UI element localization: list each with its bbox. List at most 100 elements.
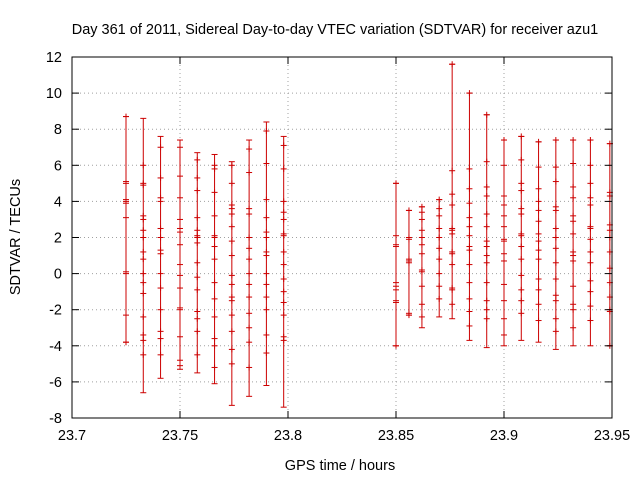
data-point <box>211 212 218 219</box>
data-point <box>466 295 473 302</box>
data-point <box>194 214 201 221</box>
data-point <box>587 277 594 284</box>
data-point <box>535 218 542 225</box>
data-point <box>140 279 147 286</box>
data-point <box>228 360 235 367</box>
data-point <box>280 276 287 283</box>
data-point <box>552 292 559 299</box>
data-point <box>228 297 235 304</box>
data-point <box>263 214 270 221</box>
data-point <box>418 234 425 241</box>
data-point <box>535 276 542 283</box>
data-point <box>552 164 559 171</box>
data-point <box>263 252 270 259</box>
data-point <box>501 223 507 230</box>
y-tick-label: 2 <box>54 231 62 247</box>
data-point <box>552 245 559 252</box>
data-point <box>436 212 443 219</box>
data-point <box>518 286 525 293</box>
x-axis-label: GPS time / hours <box>285 458 395 474</box>
data-point <box>211 364 218 371</box>
data-point <box>140 270 147 277</box>
data-point <box>263 229 270 236</box>
data-point <box>552 276 559 283</box>
data-point <box>552 297 559 304</box>
data-point <box>552 137 559 144</box>
data-point <box>552 225 559 232</box>
data-point <box>466 308 473 315</box>
data-point <box>228 272 235 279</box>
data-point <box>535 138 542 145</box>
data-point <box>157 335 164 342</box>
y-tick-label: 10 <box>46 86 62 102</box>
data-point <box>483 279 490 286</box>
data-point <box>466 214 473 221</box>
data-point <box>280 299 287 306</box>
data-point <box>280 165 287 172</box>
data-point <box>228 252 235 259</box>
data-point <box>194 234 201 241</box>
data-point <box>263 270 270 277</box>
data-point <box>177 173 183 180</box>
data-point <box>570 137 577 144</box>
data-point <box>211 342 218 349</box>
data-point <box>518 180 525 187</box>
data-point <box>194 187 201 194</box>
data-point <box>418 250 425 257</box>
data-point <box>280 232 287 239</box>
data-point <box>587 288 594 295</box>
data-point <box>263 234 270 241</box>
x-tick-label: 23.75 <box>162 428 198 444</box>
data-point <box>483 306 490 313</box>
data-point <box>228 281 235 288</box>
data-point <box>246 270 253 277</box>
data-point <box>280 216 287 223</box>
data-point <box>418 301 425 308</box>
data-point <box>518 310 525 317</box>
data-point <box>436 225 443 232</box>
data-point <box>280 248 287 255</box>
data-point <box>587 236 594 243</box>
data-point <box>393 299 399 306</box>
data-point <box>518 133 525 140</box>
data-point <box>405 236 412 243</box>
data-point <box>157 198 164 205</box>
data-point <box>228 180 235 187</box>
data-point <box>211 295 218 302</box>
data-point <box>501 257 507 264</box>
data-point <box>140 216 147 223</box>
data-point <box>140 337 147 344</box>
data-point <box>483 238 490 245</box>
data-point <box>140 256 147 263</box>
data-point <box>449 301 456 308</box>
data-point <box>246 245 253 252</box>
data-point <box>405 259 412 266</box>
data-point <box>535 247 542 254</box>
data-point <box>177 362 183 369</box>
y-tick-label: -4 <box>49 339 62 355</box>
data-point <box>466 247 473 254</box>
data-point <box>418 268 425 275</box>
data-point <box>436 295 443 302</box>
data-point <box>211 256 218 263</box>
data-point <box>123 339 129 346</box>
data-point <box>393 342 399 349</box>
data-point <box>501 137 507 144</box>
data-point <box>418 313 425 320</box>
data-point <box>436 283 443 290</box>
data-point <box>449 230 456 237</box>
data-point <box>466 322 473 329</box>
data-point <box>535 164 542 171</box>
data-point <box>123 113 129 120</box>
data-point <box>228 312 235 319</box>
data-point <box>246 256 253 263</box>
data-point <box>518 205 525 212</box>
data-point <box>535 198 542 205</box>
y-tick-label: -8 <box>49 411 62 427</box>
data-point <box>194 156 201 163</box>
data-point <box>263 306 270 313</box>
data-point <box>570 230 577 237</box>
data-point <box>280 261 287 268</box>
data-point <box>157 351 164 358</box>
data-point <box>449 261 456 268</box>
